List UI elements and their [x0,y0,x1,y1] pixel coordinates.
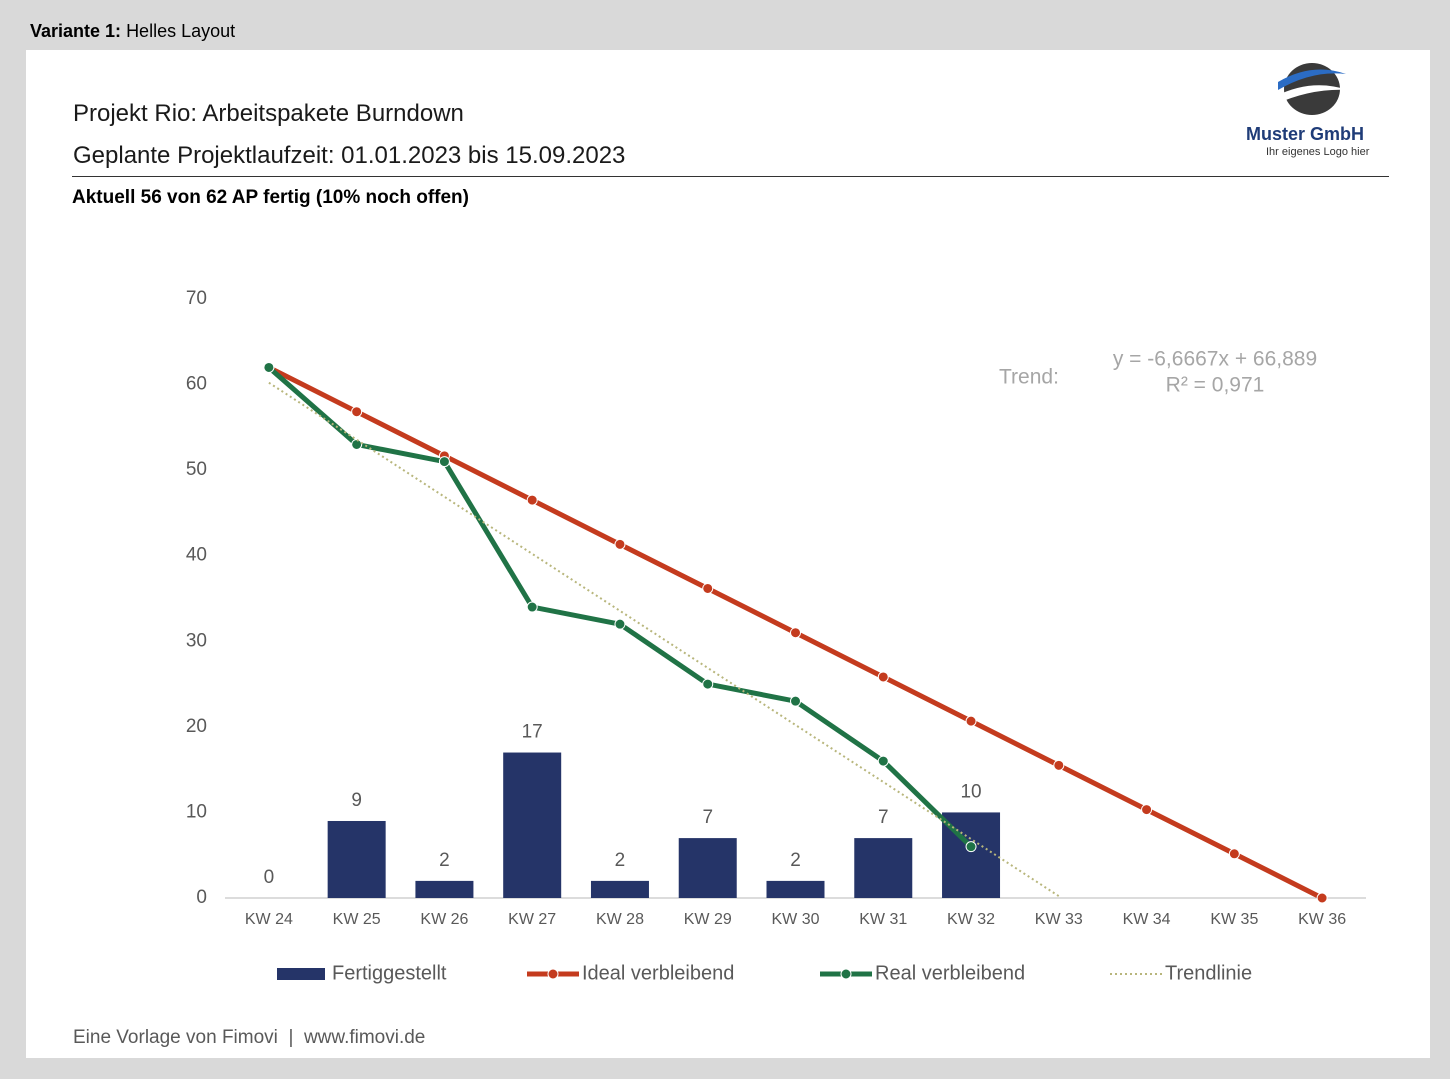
x-tick-label: KW 30 [771,911,819,928]
footer-separator: | [288,1027,294,1048]
point [1141,804,1153,816]
bar [503,752,562,898]
x-tick-label: KW 32 [947,911,995,928]
point [790,627,801,639]
y-tick-label: 0 [196,887,207,908]
y-tick-label: 70 [186,288,207,309]
point [438,456,450,468]
x-tick-label: KW 35 [1210,911,1258,928]
data-label: 17 [522,722,543,743]
point [702,582,714,594]
point [877,671,889,683]
data-label: 2 [615,850,626,871]
series-line [268,381,1060,897]
point [1053,759,1065,771]
point [526,601,538,613]
y-tick-label: 20 [186,716,207,737]
point [263,361,275,373]
bar [590,880,649,898]
data-label: 2 [790,850,801,871]
data-label: 7 [702,807,713,828]
point [614,618,626,630]
variant-name: Helles Layout [126,21,236,41]
x-tick-label: KW 33 [1035,911,1083,928]
point [790,695,801,707]
report-subtitle: Geplante Projektlaufzeit: 01.01.2023 bis… [73,142,626,169]
legend-marker [840,968,852,980]
logo-icon [1276,63,1348,115]
point [1316,892,1328,904]
trend-equation: y = -6,6667x + 66,889 [1113,348,1317,371]
point [351,438,363,450]
bar [854,838,913,898]
y-tick-label: 60 [186,374,207,395]
x-tick-label: KW 25 [333,911,381,928]
x-tick-label: KW 31 [859,911,907,928]
data-label: 10 [960,781,981,802]
variant-label: Variante 1: [30,21,122,41]
trend-label: Trend: [999,366,1059,389]
bar [415,880,474,898]
footer: Eine Vorlage von Fimovi | www.fimovi.de [73,1027,425,1049]
data-label: 0 [264,867,275,888]
point [877,755,889,767]
point [351,406,363,418]
y-tick-label: 50 [186,459,207,480]
logo-tagline: Ihr eigenes Logo hier [1266,146,1370,158]
bar [327,820,386,898]
legend-label: Fertiggestellt [332,962,447,984]
bar [766,880,825,898]
data-label: 9 [351,790,362,811]
footer-url: www.fimovi.de [303,1027,426,1048]
legend-label: Real verbleibend [875,962,1025,984]
point [1228,848,1240,860]
x-tick-label: KW 28 [596,911,644,928]
report-title: Projekt Rio: Arbeitspakete Burndown [73,100,464,127]
point [526,494,538,506]
legend-label: Ideal verbleibend [582,962,734,984]
x-tick-label: KW 24 [245,911,293,928]
y-tick-label: 40 [186,545,207,566]
x-tick-label: KW 34 [1123,911,1171,928]
point [614,538,626,550]
x-tick-label: KW 29 [684,911,732,928]
y-tick-label: 30 [186,630,207,651]
trend-r2: R² = 0,971 [1166,374,1265,397]
legend-marker [547,968,559,980]
logo-name: Muster GmbH [1246,124,1365,144]
header-rule [72,176,1389,177]
y-tick-label: 10 [186,801,207,822]
x-tick-label: KW 27 [508,911,556,928]
data-label: 7 [878,807,889,828]
x-tick-label: KW 26 [420,911,468,928]
point [965,715,977,727]
legend-label: Trendlinie [1165,962,1252,984]
legend-swatch [277,968,325,980]
point [702,678,714,690]
variant-header: Variante 1: Helles Layout [30,21,235,42]
point [965,841,977,853]
data-label: 2 [439,850,450,871]
status: Aktuell 56 von 62 AP fertig (10% noch of… [72,187,469,208]
x-tick-label: KW 36 [1298,911,1346,928]
footer-source: Eine Vorlage von Fimovi [73,1027,278,1048]
series-line [267,365,973,849]
bar [678,838,737,898]
